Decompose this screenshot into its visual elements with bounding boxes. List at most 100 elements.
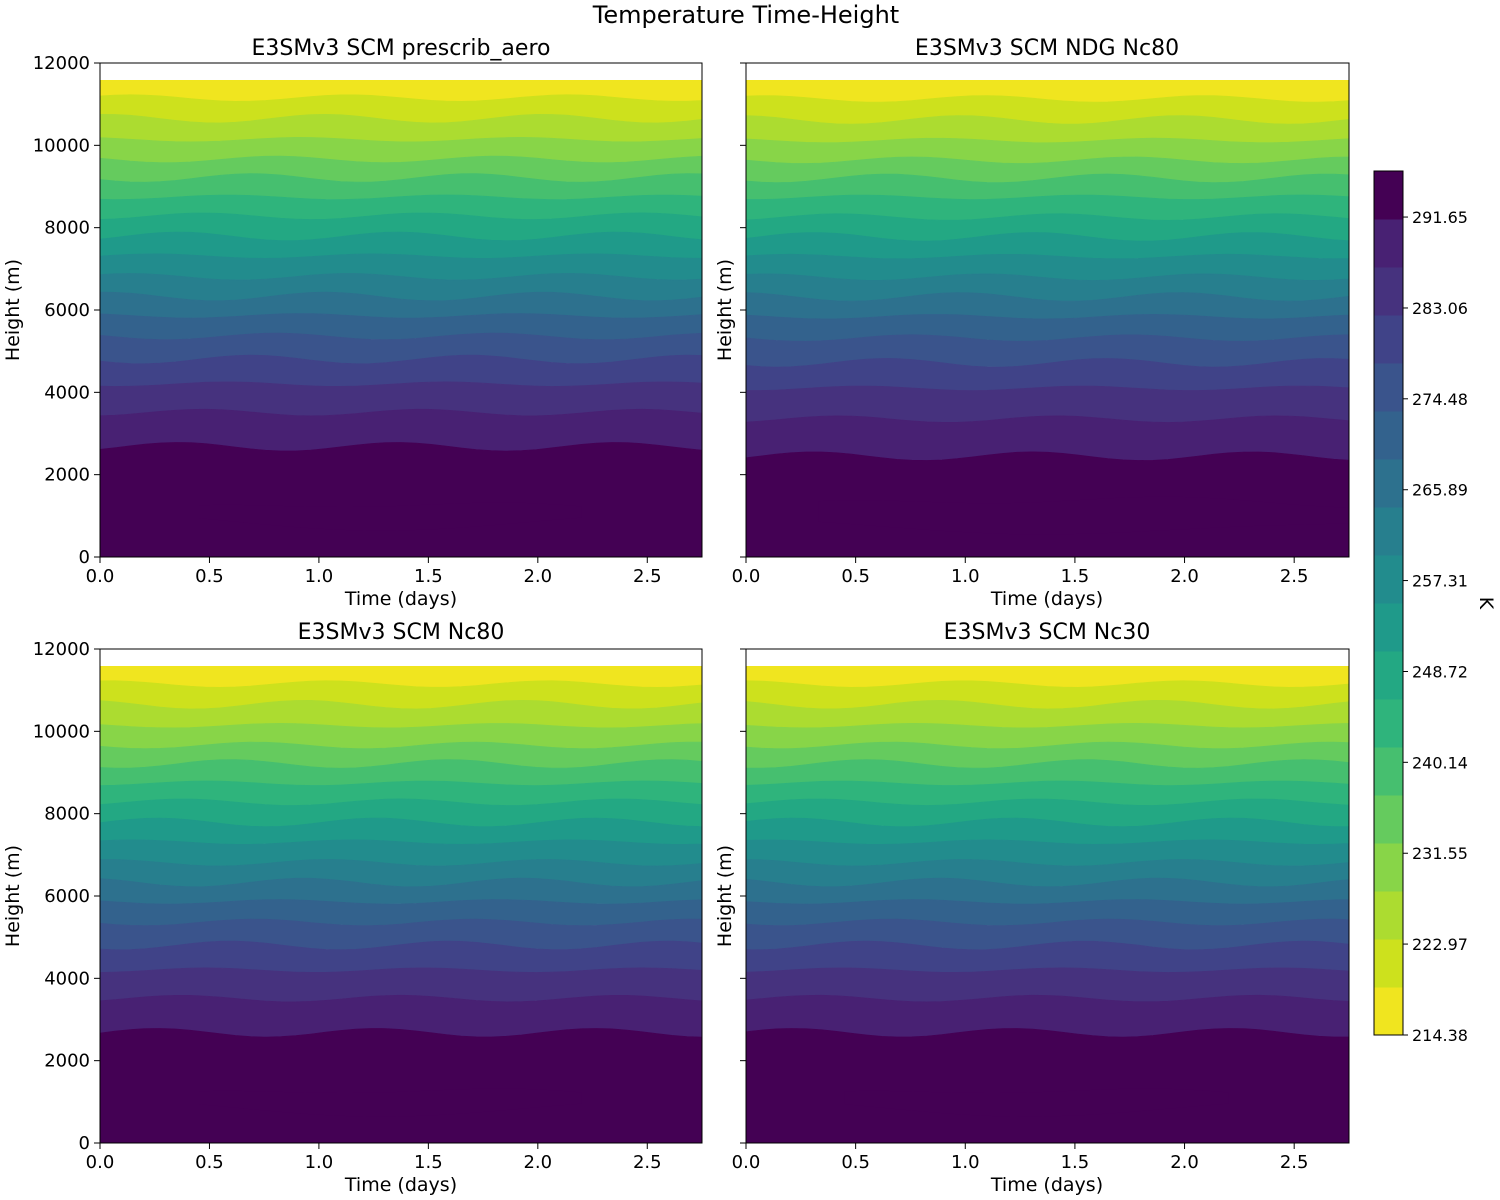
contour-band <box>99 273 703 302</box>
y-tick-label: 2000 <box>44 1051 90 1072</box>
y-tick-label: 2000 <box>44 465 90 486</box>
colorbar-tick-label: 257.31 <box>1412 572 1468 591</box>
x-tick-label: 0.0 <box>732 1152 761 1173</box>
y-axis-ticks <box>740 648 746 1144</box>
y-tick-label: 0 <box>79 547 90 568</box>
x-axis-label: Time (days) <box>990 588 1103 610</box>
contour-band <box>99 665 703 688</box>
colorbar-band <box>1374 891 1403 940</box>
y-tick-label: 10000 <box>33 721 90 742</box>
figure-title: Temperature Time-Height <box>592 1 899 29</box>
contour-band <box>99 817 703 845</box>
x-tick-label: 0.0 <box>86 1152 115 1173</box>
colorbar-band <box>1374 507 1403 556</box>
x-tick-label: 2.5 <box>1280 1152 1309 1173</box>
contour-band <box>745 839 1350 867</box>
contour-band <box>99 1028 703 1144</box>
x-tick-label: 1.0 <box>305 1152 334 1173</box>
y-tick-label: 8000 <box>44 218 90 239</box>
contour-area <box>99 665 703 1144</box>
y-tick-label: 6000 <box>44 886 90 907</box>
y-tick-label: 0 <box>79 1133 90 1154</box>
y-tick-label: 8000 <box>44 804 90 825</box>
colorbar-tick-label: 291.65 <box>1412 208 1468 227</box>
colorbar-band <box>1374 747 1403 796</box>
y-axis-label: Height (m) <box>714 845 736 947</box>
y-tick-label: 6000 <box>44 300 90 321</box>
x-tick-label: 1.0 <box>305 566 334 587</box>
x-tick-label: 0.0 <box>86 566 115 587</box>
colorbar-band <box>1374 459 1403 508</box>
panel-title: E3SMv3 SCM NDG Nc80 <box>915 36 1179 61</box>
contour-band <box>99 839 703 867</box>
colorbar-band <box>1374 603 1403 652</box>
x-tick-label: 0.0 <box>732 566 761 587</box>
inversion-core <box>818 496 1349 535</box>
subplot-nc30: E3SMv3 SCM Nc30 0.0 0.5 1.0 1.5 2.0 2.5 Time … <box>714 620 1350 1196</box>
colorbar-tick-label: 265.89 <box>1412 481 1468 500</box>
contour-area <box>745 665 1350 1144</box>
subplot-nc80: E3SMv3 SCM Nc80 0.0 0.5 1.0 1.5 2.0 2.5 0 2000… <box>2 620 703 1196</box>
y-tick-label: 4000 <box>44 968 90 989</box>
x-tick-label: 0.5 <box>841 1152 870 1173</box>
x-tick-label: 2.0 <box>1170 566 1199 587</box>
y-tick-label: 12000 <box>33 639 90 660</box>
contour-band <box>745 665 1350 688</box>
inversion-core <box>198 502 582 531</box>
x-tick-label: 1.5 <box>1061 566 1090 587</box>
contour-area <box>745 80 1350 558</box>
colorbar-band <box>1374 171 1403 220</box>
x-tick-label: 1.0 <box>951 566 980 587</box>
contour-band <box>745 817 1350 845</box>
x-tick-label: 2.5 <box>1280 566 1309 587</box>
x-tick-label: 2.0 <box>1170 1152 1199 1173</box>
x-tick-label: 1.5 <box>414 1152 443 1173</box>
axes-frame <box>745 648 1350 1144</box>
colorbar-band <box>1374 795 1403 844</box>
y-axis-label: Height (m) <box>2 259 24 361</box>
contour-band <box>99 442 703 558</box>
colorbar: 214.38 222.97 231.55 240.14 248.72 257.31 265.… <box>1373 170 1497 1045</box>
x-tick-label: 2.0 <box>523 566 552 587</box>
colorbar-band <box>1374 651 1403 700</box>
subplot-prescrib-aero: E3SMv3 SCM prescrib_aero 0.0 0.5 1.0 1.5 2.0… <box>2 36 703 610</box>
y-axis-ticks <box>740 62 746 558</box>
x-axis-ticks: 0.0 0.5 1.0 1.5 2.0 2.5 <box>86 557 662 587</box>
colorbar-tick-label: 274.48 <box>1412 390 1468 409</box>
contour-area <box>99 80 703 558</box>
x-axis-ticks: 0.0 0.5 1.0 1.5 2.0 2.5 <box>732 557 1309 587</box>
y-tick-label: 10000 <box>33 135 90 156</box>
colorbar-label: K <box>1475 597 1497 610</box>
y-axis-ticks: 0 2000 4000 6000 8000 10000 12000 <box>33 53 100 568</box>
colorbar-tick-label: 231.55 <box>1412 844 1468 863</box>
contour-band <box>99 940 703 973</box>
colorbar-band <box>1374 555 1403 604</box>
axes-frame <box>745 62 1350 558</box>
x-tick-label: 0.5 <box>195 1152 224 1173</box>
subplot-ndg-nc80: E3SMv3 SCM NDG Nc80 0.0 0.5 1.0 1.5 2.0 2.5 T… <box>714 36 1350 610</box>
contour-band <box>745 1028 1350 1144</box>
colorbar-band <box>1374 267 1403 316</box>
y-tick-label: 4000 <box>44 382 90 403</box>
colorbar-frame <box>1373 170 1404 1036</box>
x-tick-label: 0.5 <box>195 566 224 587</box>
colorbar-band <box>1374 699 1403 748</box>
y-axis-ticks: 0 2000 4000 6000 8000 10000 12000 <box>33 639 100 1154</box>
axes-frame <box>99 62 703 558</box>
x-axis-ticks: 0.0 0.5 1.0 1.5 2.0 2.5 <box>86 1143 662 1173</box>
x-tick-label: 2.5 <box>633 566 662 587</box>
panel-title: E3SMv3 SCM Nc80 <box>298 620 505 645</box>
colorbar-band <box>1374 363 1403 412</box>
colorbar-tick-label: 283.06 <box>1412 299 1468 318</box>
x-tick-label: 0.5 <box>841 566 870 587</box>
x-tick-label: 2.5 <box>633 1152 662 1173</box>
x-axis-ticks: 0.0 0.5 1.0 1.5 2.0 2.5 <box>732 1143 1309 1173</box>
colorbar-band <box>1374 219 1403 268</box>
colorbar-tick-label: 248.72 <box>1412 662 1468 681</box>
colorbar-band <box>1374 843 1403 892</box>
x-tick-label: 2.0 <box>523 1152 552 1173</box>
x-axis-label: Time (days) <box>344 588 457 610</box>
x-tick-label: 1.5 <box>1061 1152 1090 1173</box>
inversion-core <box>198 1088 582 1117</box>
